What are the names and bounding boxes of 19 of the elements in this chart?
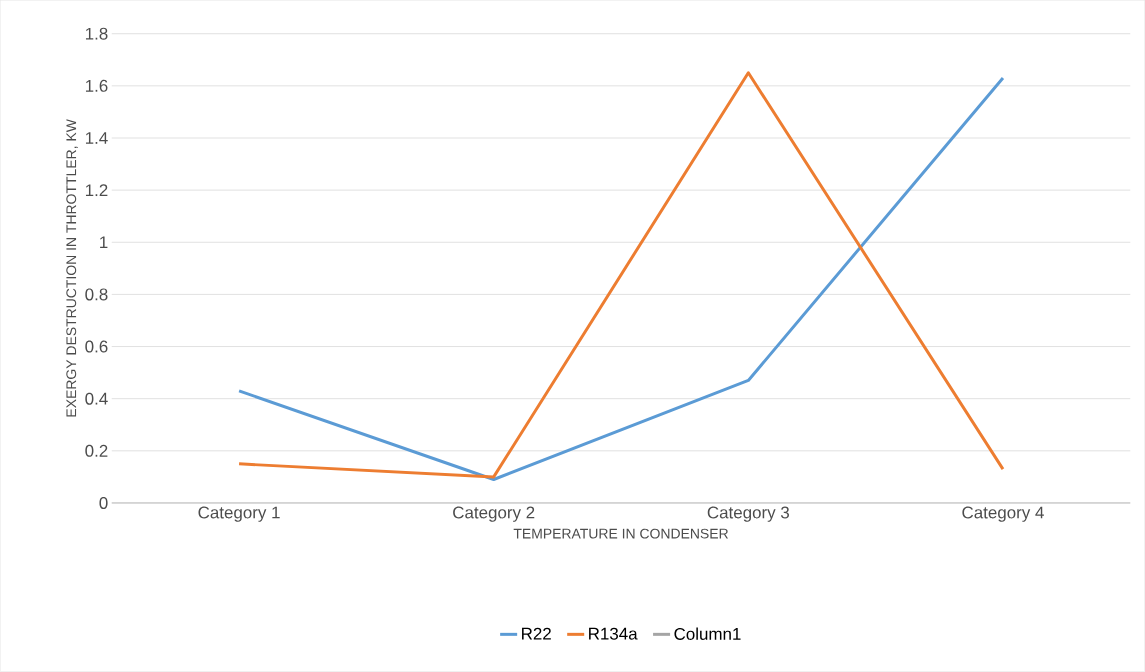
- y-tick-label: 0: [99, 497, 108, 510]
- x-tick-label: Category 3: [707, 506, 789, 522]
- y-axis-title: EXERGY DESTRUCTION IN THROTTLER, KW: [66, 119, 78, 417]
- y-tick-label: 1.2: [85, 184, 108, 197]
- x-tick-label: Category 2: [453, 506, 535, 522]
- y-tick-label: 0.4: [85, 392, 108, 405]
- y-tick-label: 1.8: [85, 27, 108, 40]
- y-tick-label: 1: [100, 236, 108, 249]
- y-tick-label: 0.8: [85, 288, 108, 301]
- x-tick-label: Category 4: [962, 506, 1044, 522]
- x-axis-title: TEMPERATURE IN CONDENSER: [513, 528, 728, 539]
- x-tick-label: Category 1: [198, 506, 280, 522]
- legend-label: R134a: [589, 627, 638, 640]
- y-tick-label: 0.6: [85, 340, 108, 353]
- y-tick-label: 0.2: [85, 444, 108, 457]
- legend-label: Column1: [674, 627, 741, 641]
- legend-label: R22: [522, 627, 551, 640]
- y-tick-label: 1.4: [85, 132, 108, 144]
- y-tick-label: 1.6: [85, 79, 108, 92]
